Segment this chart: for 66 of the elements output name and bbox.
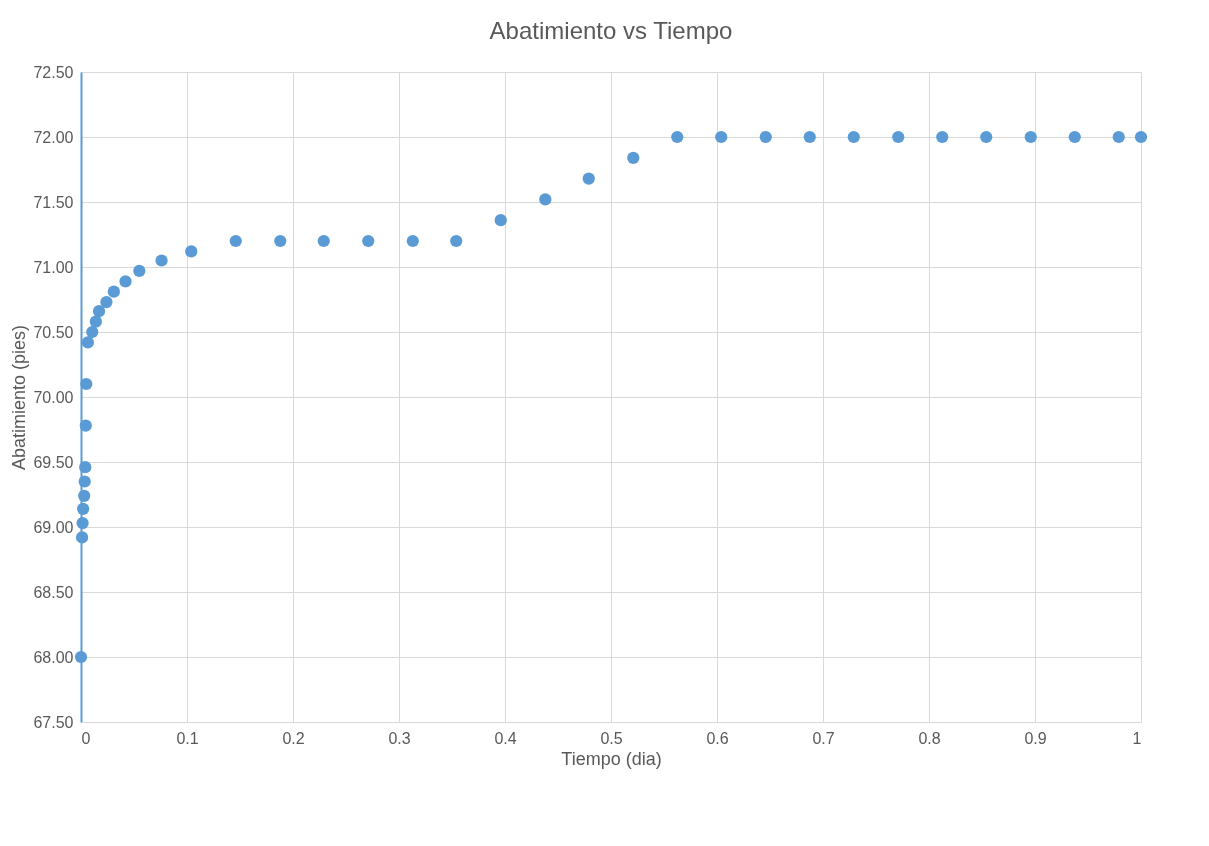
y-tick-label: 72.00 (33, 128, 74, 146)
y-tick-label: 67.50 (33, 713, 74, 731)
y-tick-label: 72.50 (33, 63, 74, 81)
point (406, 234, 419, 248)
point (362, 234, 375, 248)
point (86, 325, 99, 339)
x-tick-label: 0.8 (918, 729, 941, 747)
point (100, 295, 113, 309)
point (81, 336, 95, 349)
point (229, 234, 242, 248)
point (89, 315, 102, 328)
point (715, 130, 728, 144)
x-tick-label: 0.1 (176, 729, 199, 747)
x-tick-label: 0 (81, 729, 91, 747)
point (107, 285, 120, 298)
point (539, 193, 552, 206)
y-tick-label: 70.00 (33, 388, 74, 406)
point (79, 419, 92, 432)
x-tick-label: 0.4 (494, 729, 517, 747)
y-tick-label: 71.50 (33, 193, 74, 211)
point (77, 502, 90, 515)
point (119, 275, 132, 288)
point (74, 650, 88, 664)
y-tick-label: 69.00 (33, 518, 74, 536)
point (494, 214, 507, 227)
point (627, 151, 640, 164)
y-tick-label: 70.50 (33, 323, 74, 341)
point (1112, 130, 1125, 144)
point (1024, 130, 1037, 144)
point (80, 377, 93, 391)
point (582, 172, 595, 185)
y-tick-label: 68.50 (33, 583, 74, 601)
x-tick-label: 0.2 (282, 729, 305, 747)
y-axis-title: Abatimiento (pies) (9, 324, 30, 471)
point (803, 130, 816, 144)
point (317, 234, 330, 248)
point (847, 130, 860, 144)
x-tick-label: 0.5 (600, 729, 623, 747)
point (892, 130, 905, 144)
point (79, 461, 92, 474)
chart-title: Abatimiento vs Tiempo (489, 17, 733, 44)
y-tick-label: 71.00 (33, 258, 74, 276)
y-tick-label: 69.50 (33, 453, 74, 471)
x-tick-label: 1 (1132, 729, 1142, 747)
x-tick-label: 0.9 (1024, 729, 1047, 747)
point (76, 516, 89, 530)
x-tick-label: 0.3 (388, 729, 411, 747)
point (75, 531, 89, 544)
point (185, 245, 198, 258)
y-tick-label: 68.00 (33, 648, 74, 666)
point (274, 234, 287, 248)
point (78, 489, 91, 502)
point (133, 264, 146, 278)
point (450, 234, 463, 248)
point (1068, 130, 1081, 144)
x-axis-title: Tiempo (dia) (561, 748, 662, 769)
x-tick-label: 0.6 (706, 729, 729, 747)
point (1134, 130, 1148, 144)
point (980, 130, 993, 144)
point (92, 305, 106, 318)
point (671, 130, 684, 144)
point (78, 475, 91, 488)
point (936, 130, 949, 144)
point (155, 254, 168, 267)
x-tick-label: 0.7 (812, 729, 835, 747)
point (759, 130, 772, 144)
